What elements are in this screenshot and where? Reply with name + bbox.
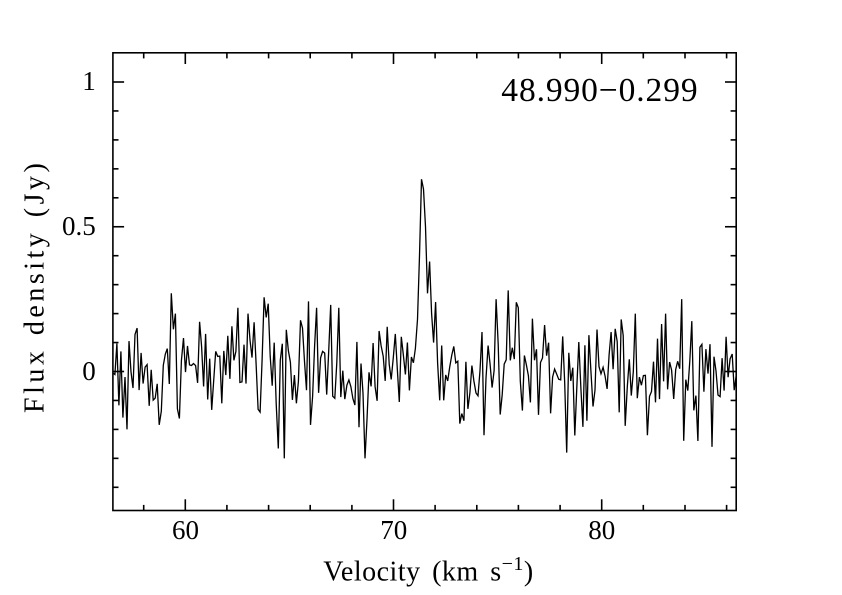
svg-text:Flux density (Jy): Flux density (Jy) bbox=[20, 160, 51, 413]
svg-text:80: 80 bbox=[588, 515, 615, 545]
svg-text:70: 70 bbox=[380, 515, 407, 545]
svg-text:Velocity (km s−1): Velocity (km s−1) bbox=[323, 553, 533, 588]
svg-text:0: 0 bbox=[82, 356, 96, 386]
svg-text:1: 1 bbox=[82, 66, 96, 96]
svg-text:0.5: 0.5 bbox=[62, 211, 96, 241]
svg-text:48.990−0.299: 48.990−0.299 bbox=[501, 72, 698, 109]
svg-text:60: 60 bbox=[172, 515, 199, 545]
